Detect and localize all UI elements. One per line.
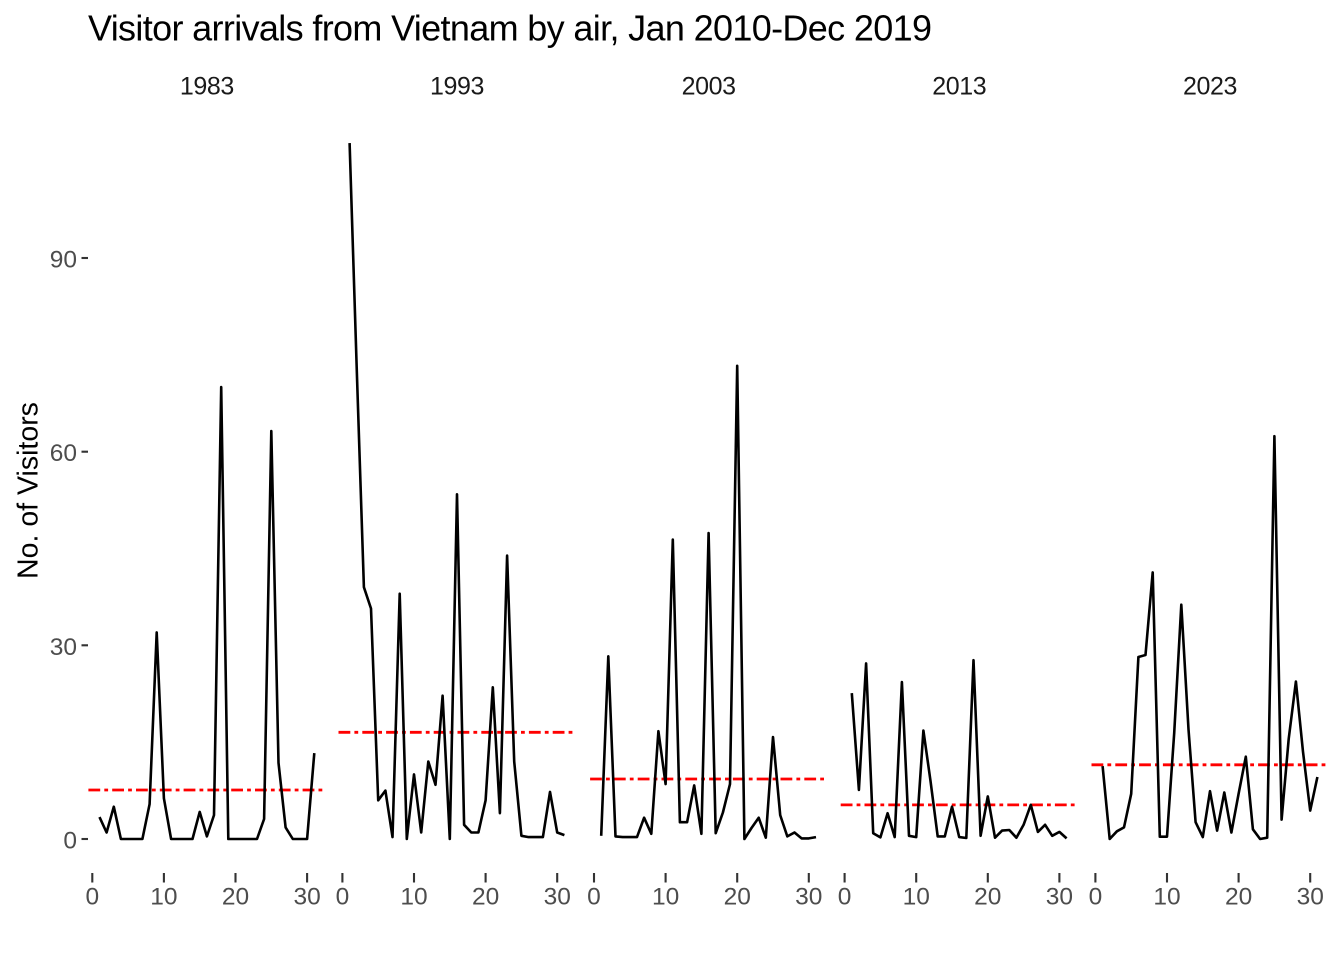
svg-text:10: 10 [652, 884, 679, 911]
svg-text:0: 0 [63, 828, 77, 855]
svg-text:30: 30 [1046, 884, 1073, 911]
svg-text:30: 30 [795, 884, 822, 911]
svg-text:2003: 2003 [682, 73, 736, 101]
svg-text:Visitor arrivals from Vietnam: Visitor arrivals from Vietnam by air, Ja… [88, 8, 931, 49]
svg-text:20: 20 [472, 884, 499, 911]
svg-text:10: 10 [903, 884, 930, 911]
svg-text:90: 90 [50, 247, 77, 274]
svg-text:0: 0 [85, 884, 99, 911]
svg-text:10: 10 [400, 884, 427, 911]
svg-text:0: 0 [587, 884, 601, 911]
svg-text:20: 20 [222, 884, 249, 911]
svg-text:10: 10 [150, 884, 177, 911]
svg-text:0: 0 [1089, 884, 1103, 911]
svg-text:1983: 1983 [180, 73, 234, 101]
svg-text:30: 30 [50, 634, 77, 661]
svg-text:2013: 2013 [932, 73, 986, 101]
svg-text:30: 30 [293, 884, 320, 911]
svg-text:0: 0 [838, 884, 852, 911]
svg-text:No. of Visitors: No. of Visitors [13, 402, 45, 579]
svg-text:20: 20 [724, 884, 751, 911]
svg-text:2023: 2023 [1183, 73, 1237, 101]
svg-text:10: 10 [1153, 884, 1180, 911]
svg-text:60: 60 [50, 440, 77, 467]
svg-text:30: 30 [544, 884, 571, 911]
svg-text:1993: 1993 [430, 73, 484, 101]
svg-text:30: 30 [1297, 884, 1324, 911]
svg-text:20: 20 [974, 884, 1001, 911]
svg-text:0: 0 [336, 884, 350, 911]
svg-text:20: 20 [1225, 884, 1252, 911]
